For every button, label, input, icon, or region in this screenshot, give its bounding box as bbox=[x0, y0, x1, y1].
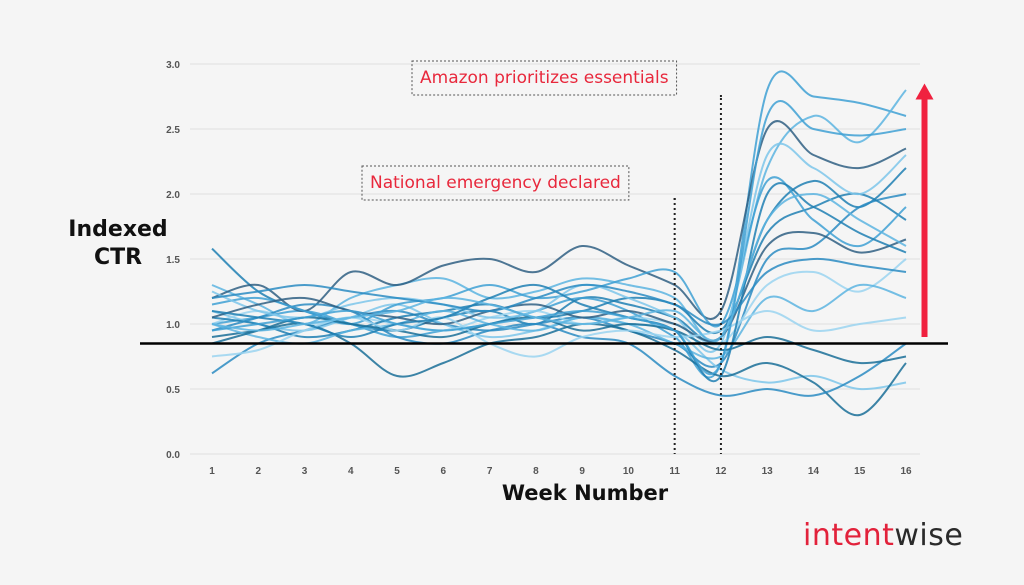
y-tick-label: 1.5 bbox=[166, 255, 180, 266]
annotation-box bbox=[411, 60, 678, 96]
x-tick-label: 9 bbox=[579, 466, 585, 477]
x-tick-label: 6 bbox=[441, 466, 447, 477]
x-tick-label: 3 bbox=[302, 466, 308, 477]
series-line bbox=[211, 309, 907, 358]
y-tick-label: 3.0 bbox=[166, 60, 180, 71]
y-tick-label: 2.5 bbox=[166, 125, 180, 136]
series-line bbox=[211, 182, 907, 383]
series-line bbox=[211, 231, 907, 343]
series-line bbox=[211, 303, 907, 397]
x-tick-label: 11 bbox=[669, 466, 680, 477]
logo-part-wise: wise bbox=[894, 518, 964, 553]
x-tick-label: 14 bbox=[808, 466, 820, 477]
series-line bbox=[211, 258, 907, 346]
x-tick-label: 12 bbox=[715, 466, 727, 477]
y-axis-title-line1: Indexed bbox=[68, 217, 167, 242]
series-line bbox=[211, 70, 907, 379]
x-tick-label: 2 bbox=[255, 466, 261, 477]
x-tick-label: 10 bbox=[623, 466, 635, 477]
y-tick-label: 2.0 bbox=[166, 190, 180, 201]
annotations: National emergency declared Amazon priori… bbox=[361, 60, 722, 454]
series-line bbox=[211, 192, 907, 339]
series-lines bbox=[211, 70, 907, 417]
axis-ticks: 0.00.51.01.52.02.53.01 2 3 4 5 6 7 8 9 10 11 12 13 14… bbox=[166, 60, 912, 477]
arrow-head bbox=[915, 83, 934, 100]
x-tick-label: 13 bbox=[762, 466, 774, 477]
y-tick-label: 1.0 bbox=[166, 320, 180, 331]
series-line bbox=[211, 99, 907, 375]
series-line bbox=[211, 257, 907, 326]
y-tick-label: 0.0 bbox=[166, 450, 180, 461]
x-tick-label: 5 bbox=[394, 466, 400, 477]
annotation-label: Amazon prioritizes essentials bbox=[420, 68, 669, 88]
y-tick-label: 0.5 bbox=[166, 385, 180, 396]
x-tick-label: 15 bbox=[854, 466, 866, 477]
y-axis-title-line2: CTR bbox=[94, 245, 142, 270]
series-line bbox=[211, 120, 907, 320]
x-tick-label: 4 bbox=[348, 466, 354, 477]
x-tick-label: 1 bbox=[209, 466, 215, 477]
series-line bbox=[211, 192, 907, 342]
logo-part-intent: intent bbox=[803, 518, 895, 553]
annotation-box bbox=[361, 165, 630, 201]
series-line bbox=[211, 316, 907, 365]
growth-arrow bbox=[915, 83, 934, 337]
x-tick-label: 8 bbox=[533, 466, 539, 477]
series-line bbox=[211, 89, 907, 344]
x-tick-label: 7 bbox=[487, 466, 493, 477]
x-tick-label: 16 bbox=[900, 466, 912, 477]
x-axis-title: Week Number bbox=[502, 481, 669, 505]
annotation-label: National emergency declared bbox=[370, 173, 621, 193]
intentwise-logo: intentwise bbox=[803, 518, 963, 553]
